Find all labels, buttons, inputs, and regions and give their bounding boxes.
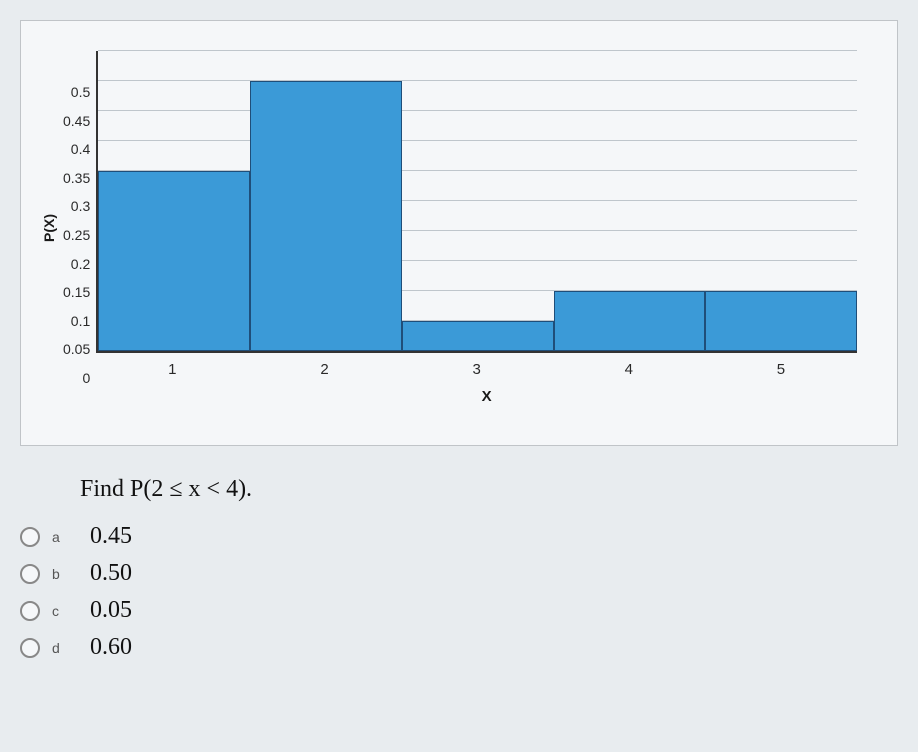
- option-value: 0.60: [90, 634, 132, 661]
- plot-area: [96, 51, 857, 353]
- option-letter: b: [52, 566, 72, 582]
- bar: [250, 81, 402, 351]
- option-d[interactable]: d 0.60: [20, 634, 898, 661]
- ytick: 0.05: [63, 342, 90, 356]
- option-b[interactable]: b 0.50: [20, 560, 898, 587]
- ytick: 0.15: [63, 285, 90, 299]
- x-axis-ticks: 1 2 3 4 5: [96, 361, 857, 378]
- y-axis-label: P(X): [41, 214, 57, 242]
- option-c[interactable]: c 0.05: [20, 597, 898, 624]
- ytick: 0.25: [63, 228, 90, 242]
- option-letter: c: [52, 603, 72, 619]
- bars-group: [98, 51, 857, 351]
- ytick: 0.35: [63, 171, 90, 185]
- xtick: 4: [553, 361, 705, 378]
- xtick: 1: [96, 361, 248, 378]
- options-group: a 0.45 b 0.50 c 0.05 d 0.60: [20, 523, 898, 661]
- xtick: 5: [705, 361, 857, 378]
- x-axis-label: X: [96, 388, 877, 405]
- option-value: 0.45: [90, 523, 132, 550]
- bar: [98, 171, 250, 351]
- xtick: 3: [401, 361, 553, 378]
- option-value: 0.05: [90, 597, 132, 624]
- ytick: 0.5: [63, 85, 90, 99]
- question-text: Find P(2 ≤ x < 4).: [80, 476, 898, 503]
- radio-icon[interactable]: [20, 638, 40, 658]
- option-letter: a: [52, 529, 72, 545]
- bar: [554, 291, 706, 351]
- radio-icon[interactable]: [20, 527, 40, 547]
- ytick: 0.2: [63, 257, 90, 271]
- ytick: 0.4: [63, 142, 90, 156]
- ytick: 0.3: [63, 199, 90, 213]
- ytick: 0: [63, 371, 90, 385]
- option-value: 0.50: [90, 560, 132, 587]
- chart-container: P(X) 0.5 0.45 0.4 0.35 0.3 0.25 0.2 0.15…: [20, 20, 898, 446]
- option-letter: d: [52, 640, 72, 656]
- radio-icon[interactable]: [20, 564, 40, 584]
- ytick: 0.1: [63, 314, 90, 328]
- bar: [705, 291, 857, 351]
- bar: [402, 321, 554, 351]
- option-a[interactable]: a 0.45: [20, 523, 898, 550]
- xtick: 2: [248, 361, 400, 378]
- ytick: 0.45: [63, 114, 90, 128]
- radio-icon[interactable]: [20, 601, 40, 621]
- y-axis-ticks: 0.5 0.45 0.4 0.35 0.3 0.25 0.2 0.15 0.1 …: [63, 78, 96, 378]
